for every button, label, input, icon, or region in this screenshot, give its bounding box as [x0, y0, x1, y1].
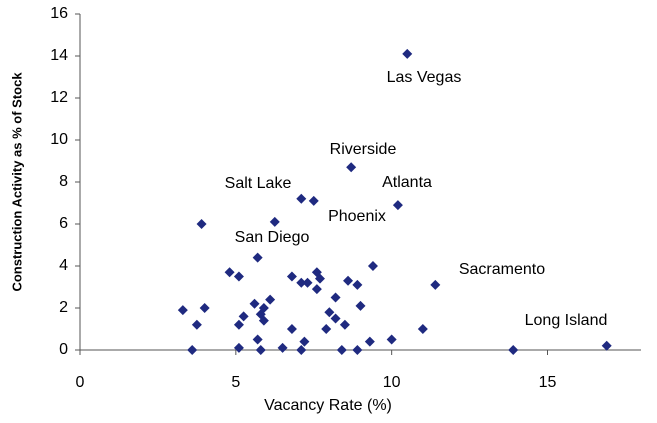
- point: [321, 324, 332, 334]
- point: [233, 342, 244, 353]
- point: [196, 219, 207, 229]
- y-tick-label: 2: [59, 299, 68, 316]
- y-tick-label: 14: [50, 47, 68, 64]
- point: [224, 267, 235, 278]
- x-axis-label: Vacancy Rate (%): [264, 397, 392, 414]
- annotation: Riverside: [330, 141, 397, 158]
- point: [352, 345, 363, 355]
- point: [367, 261, 378, 271]
- point: [286, 271, 297, 282]
- point: [355, 300, 366, 311]
- point: [238, 311, 249, 322]
- point: [252, 334, 263, 345]
- y-tick-label: 4: [59, 257, 68, 274]
- point: [352, 279, 363, 290]
- y-tick-label: 0: [59, 341, 68, 358]
- point: [177, 305, 188, 316]
- y-tick-label: 16: [50, 5, 68, 22]
- point: [255, 345, 266, 355]
- annotation: Salt Lake: [225, 175, 292, 192]
- point: [252, 252, 263, 263]
- point: [286, 324, 297, 334]
- point: [269, 216, 280, 227]
- x-tick-label: 15: [539, 374, 557, 391]
- x-tick-label: 10: [383, 374, 401, 391]
- point: [430, 279, 441, 290]
- point: [330, 313, 341, 324]
- point: [324, 307, 335, 318]
- point: [265, 294, 276, 305]
- point: [386, 334, 397, 345]
- point: [296, 345, 307, 355]
- point: [277, 342, 288, 353]
- point: [339, 319, 350, 330]
- annotation: Sacramento: [459, 261, 545, 278]
- annotation: Long Island: [525, 312, 608, 329]
- point: [364, 336, 375, 347]
- point: [187, 345, 198, 355]
- point: [308, 195, 319, 206]
- point: [233, 271, 244, 282]
- point: [249, 298, 260, 309]
- point: [302, 277, 313, 288]
- y-tick-label: 12: [50, 89, 68, 106]
- annotation: Phoenix: [328, 208, 386, 225]
- point: [199, 303, 210, 313]
- point: [296, 277, 307, 288]
- annotation: Las Vegas: [387, 69, 462, 86]
- point: [402, 48, 413, 59]
- x-tick-label: 5: [231, 374, 240, 391]
- point: [258, 315, 269, 326]
- point: [311, 284, 322, 295]
- y-tick-label: 8: [59, 173, 68, 190]
- point: [601, 340, 612, 351]
- y-tick-label: 10: [50, 131, 68, 148]
- point: [296, 193, 307, 204]
- point: [346, 162, 357, 173]
- y-tick-label: 6: [59, 215, 68, 232]
- annotation: Atlanta: [382, 174, 432, 191]
- point: [508, 345, 519, 355]
- y-axis-label: Construction Activity as % of Stock: [9, 72, 24, 292]
- x-tick-label: 0: [76, 374, 85, 391]
- point: [417, 324, 428, 334]
- annotation: San Diego: [235, 229, 310, 246]
- point: [392, 200, 403, 211]
- point: [343, 275, 354, 286]
- point: [336, 345, 347, 355]
- point: [191, 319, 202, 330]
- point: [330, 292, 341, 303]
- point: [314, 273, 325, 284]
- point: [233, 319, 244, 330]
- point: [299, 336, 310, 347]
